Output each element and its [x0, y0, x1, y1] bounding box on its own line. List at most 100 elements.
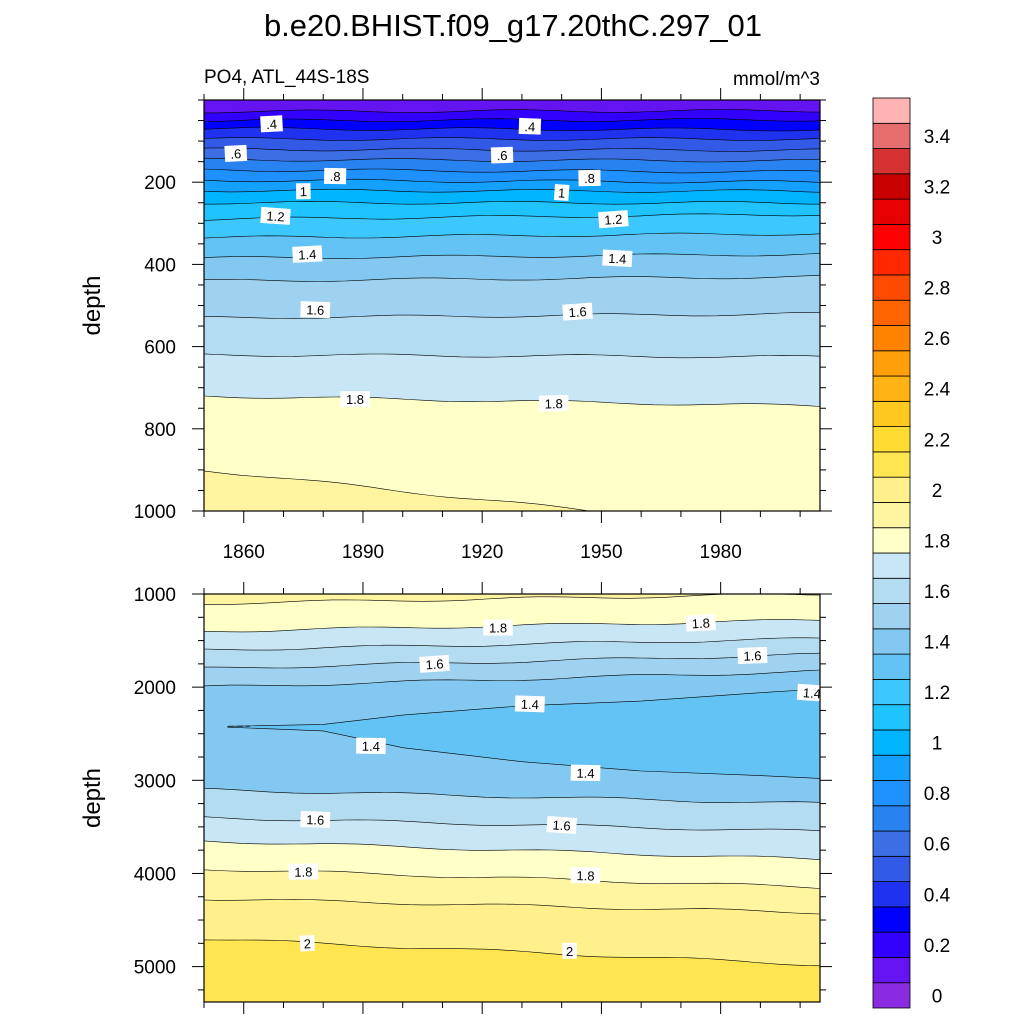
colorbar-box	[872, 780, 911, 807]
colorbar-box	[872, 122, 911, 149]
contour-core-1.4	[227, 688, 820, 779]
contour-label-box	[299, 934, 315, 952]
chart-title: b.e20.BHIST.f09_g17.20thC.297_01	[264, 8, 762, 43]
colorbar-label: 1.4	[924, 632, 951, 653]
contour-label-box	[546, 816, 577, 835]
band-fill	[204, 939, 820, 1002]
contour-label: 1.4	[356, 737, 386, 755]
contour-label: 1.2	[260, 206, 291, 225]
contour-label-text: 1.8	[489, 621, 507, 636]
contour-label: 1.8	[538, 395, 569, 412]
contour-label: .8	[578, 169, 601, 187]
band-fill	[204, 396, 820, 511]
contour-label-box	[685, 614, 716, 632]
panel-upper: .4 .4 .6 .6 .8 .8 1 1 1.2 1.2 1.4 1.4 1.6 1.6 1.8 1.8 18…	[79, 88, 832, 563]
colorbar-label: 0	[932, 986, 943, 1007]
contour-line	[204, 652, 820, 669]
contour-label-text: 1.6	[306, 812, 325, 828]
contour-line	[204, 840, 820, 860]
y-axis-label: depth	[79, 275, 106, 335]
x-tick-label: 1860	[223, 542, 265, 563]
colorbar-box	[872, 754, 911, 781]
contour-label: 1.8	[340, 391, 370, 408]
contour-line	[204, 275, 820, 282]
contour-label-box	[562, 942, 577, 959]
contour-label-text: 1.2	[604, 212, 623, 228]
contour-line	[204, 353, 820, 359]
contour-label-text: 1.4	[802, 685, 821, 701]
colorbar-label: 2.8	[924, 279, 950, 300]
contour-label-text: 1.6	[552, 817, 571, 833]
colorbar-box	[872, 350, 911, 377]
colorbar-box	[872, 881, 911, 908]
contour-label-box	[300, 810, 331, 828]
contour-label-box	[570, 764, 601, 782]
y-tick-label: 800	[144, 420, 176, 441]
contour-label: .6	[490, 146, 514, 164]
colorbar-label: 0.6	[924, 835, 950, 856]
colorbar-box	[872, 375, 911, 402]
colorbar-box	[872, 603, 911, 630]
colorbar-box	[872, 400, 911, 428]
contour-label-box	[553, 183, 570, 201]
colorbar-box	[872, 299, 911, 326]
contour-label-text: 1.8	[576, 868, 594, 883]
contour-label-text: 1	[300, 184, 307, 199]
colorbar-box	[872, 577, 911, 604]
colorbar-box	[872, 451, 911, 478]
contour-line	[204, 470, 591, 511]
y-tick-label: 1000	[134, 585, 176, 606]
x-tick-label: 1950	[580, 542, 622, 563]
filled-contours	[204, 594, 820, 1002]
colorbar-box	[872, 476, 911, 503]
contour-line	[204, 168, 820, 174]
x-tick-label: 1920	[461, 542, 503, 563]
colorbar-box	[872, 173, 911, 200]
colorbar-box	[872, 805, 911, 832]
y-tick-label: 2000	[134, 678, 176, 699]
contour-label-box	[514, 695, 545, 713]
contour-label-box	[356, 737, 386, 755]
colorbar-box	[872, 527, 911, 554]
contour-label-text: .4	[266, 117, 278, 133]
contour-label-box	[570, 867, 601, 884]
contour-label-box	[562, 302, 593, 321]
contour-label-text: 1.8	[294, 864, 312, 879]
colorbar-box	[872, 830, 911, 857]
colorbar-label: 0.8	[924, 784, 950, 805]
contour-label: 1.4	[570, 764, 601, 782]
colorbar-box	[872, 502, 911, 529]
y-tick-label: 3000	[134, 771, 176, 792]
colorbar-label: 1.6	[924, 582, 950, 603]
colorbar-label: 0.4	[924, 885, 951, 906]
colorbar-box	[872, 678, 911, 706]
contour-label-text: .8	[584, 171, 595, 186]
contour-label: 1.8	[483, 619, 513, 636]
contour-label-box	[300, 301, 331, 319]
variable-region-label: PO4, ATL_44S-18S	[204, 67, 369, 88]
contour-label: .8	[324, 167, 347, 185]
contour-line	[204, 118, 820, 123]
contour-label-text: .6	[496, 148, 507, 163]
panel-frame	[203, 593, 821, 1003]
filled-contours	[204, 100, 820, 511]
colorbar-box	[872, 325, 911, 352]
colorbar-box	[872, 426, 911, 453]
contour-label: .4	[260, 115, 283, 133]
contour-label: 1.6	[419, 654, 450, 673]
contour-label-text: .8	[330, 169, 341, 184]
y-tick-label: 5000	[134, 958, 176, 979]
contour-label-text: 1.6	[568, 304, 587, 320]
contour-line	[204, 137, 820, 141]
contour-label-text: 1.4	[298, 247, 317, 263]
contour-label-text: 1	[558, 185, 566, 200]
contour-label-box	[340, 391, 370, 408]
colorbar-label: 1.8	[924, 531, 950, 552]
contour-label-box	[737, 646, 768, 664]
contour-label-text: 1.6	[743, 648, 762, 664]
contour-label-text: .6	[230, 146, 242, 162]
contour-label-text: 2	[566, 944, 573, 959]
contour-label: 1.6	[300, 301, 331, 319]
y-tick-label: 1000	[134, 502, 176, 523]
